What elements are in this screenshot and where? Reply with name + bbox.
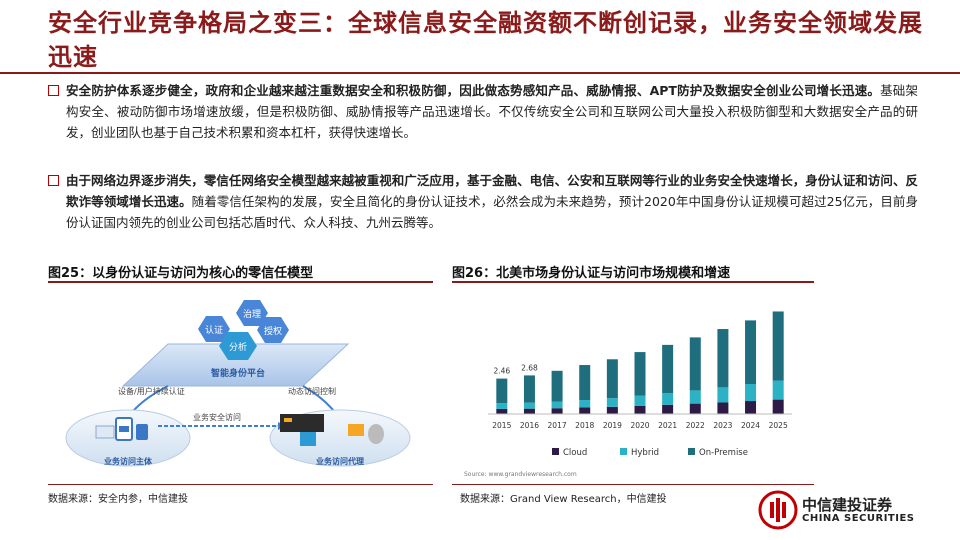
hex-authorize: 授权	[257, 317, 289, 343]
gateway-icon	[280, 414, 324, 432]
brand-name-cn: 中信建投证券	[802, 496, 893, 514]
subject-label: 业务访问主体	[104, 456, 153, 466]
x-tick-label: 2019	[603, 421, 622, 430]
bar-hybrid-2016	[523, 402, 535, 409]
legend-swatch-hybrid	[620, 448, 627, 455]
bar-on-premise-2017	[551, 370, 563, 402]
svg-text:治理: 治理	[243, 308, 261, 320]
zero-trust-diagram: 治理 认证 授权 分析 智能身份平台 设备/用户持续认证 动态访问控制 业务安全…	[65, 300, 411, 467]
bar-on-premise-2025	[772, 311, 784, 381]
data-label: 2.46	[493, 367, 510, 376]
figure-25-title: 图25：以身份认证与访问为核心的零信任模型	[48, 266, 314, 281]
phone-icon	[136, 424, 148, 440]
bullet-1-text: 基础架构安全、被动防御市场增速放缓，但是积极防御、威胁情报等产品迅速增长。不仅传…	[66, 83, 918, 140]
device-user-label: 设备/用户持续认证	[118, 386, 185, 396]
bullet-2-bold: 由于网络边界逐步消失，零信任网络安全模型越来越被重视和广泛应用，基于金融、电信、…	[66, 173, 918, 209]
x-tick-label: 2021	[658, 421, 677, 430]
hex-auth: 认证	[198, 316, 230, 342]
title-divider	[0, 72, 960, 74]
legend-label-cloud: Cloud	[563, 448, 587, 458]
figure-25-bottom-rule	[48, 484, 433, 485]
hex-analyze: 分析	[219, 332, 257, 360]
x-tick-label: 2025	[769, 421, 788, 430]
page-title: 安全行业竞争格局之变三：全球信息安全融资额不断创记录，业务安全领域发展迅速	[48, 9, 923, 71]
bar-on-premise-2023	[717, 329, 729, 388]
bar-hybrid-2023	[717, 387, 729, 403]
x-tick-label: 2023	[713, 421, 732, 430]
bar-cloud-2015	[496, 408, 508, 414]
figure-25-source: 数据来源：安全内参，中信建投	[48, 494, 188, 505]
bar-on-premise-2022	[689, 337, 701, 391]
market-size-chart: 2015 2.46 2016 2.68 2017 2018 2019 2020 2021 2022…	[464, 311, 792, 478]
bar-on-premise-2018	[579, 365, 591, 401]
bar-hybrid-2024	[745, 384, 757, 402]
x-tick-label: 2016	[520, 421, 539, 430]
figure-26-source: 数据来源：Grand View Research，中信建投	[460, 494, 667, 505]
bar-on-premise-2024	[745, 320, 757, 385]
bullet-square-icon	[48, 175, 59, 186]
bar-cloud-2017	[551, 408, 563, 414]
bar-hybrid-2017	[551, 401, 563, 409]
x-tick-label: 2015	[492, 421, 511, 430]
bar-hybrid-2021	[662, 393, 674, 405]
bar-on-premise-2021	[662, 344, 674, 394]
x-tick-label: 2024	[741, 421, 760, 430]
bar-cloud-2018	[579, 407, 591, 414]
bar-hybrid-2018	[579, 400, 591, 408]
x-tick-label: 2018	[575, 421, 594, 430]
bar-hybrid-2015	[496, 403, 508, 409]
platform-label: 智能身份平台	[211, 367, 265, 379]
bar-cloud-2024	[745, 401, 757, 414]
bar-on-premise-2020	[634, 352, 646, 396]
laptop-icon	[95, 425, 115, 439]
legend-swatch-cloud	[552, 448, 559, 455]
business-access-label: 业务安全访问	[193, 412, 241, 422]
figure-25-top-rule	[48, 281, 433, 283]
chart-footnote: Source: www.grandviewresearch.com	[464, 471, 577, 478]
proxy-label: 业务访问代理	[316, 456, 364, 466]
china-securities-logo-icon	[758, 490, 798, 530]
bar-cloud-2021	[662, 404, 674, 414]
bar-on-premise-2019	[606, 359, 618, 399]
bullet-1-bold: 安全防护体系逐步健全，政府和企业越来越注重数据安全和积极防御，因此做态势感知产品…	[66, 83, 881, 98]
figure-26-title: 图26：北美市场身份认证与访问市场规模和增速	[452, 266, 731, 281]
bullet-2-text: 随着零信任架构的发展，安全且简化的身份认证技术，必然会成为未来趋势，预计2020…	[66, 194, 918, 230]
bullet-1: 安全防护体系逐步健全，政府和企业越来越注重数据安全和积极防御，因此做态势感知产品…	[48, 80, 918, 143]
database-icon	[368, 424, 384, 444]
bar-cloud-2016	[523, 408, 535, 414]
bar-hybrid-2019	[606, 398, 618, 407]
legend-label-on-premise: On-Premise	[699, 448, 748, 458]
legend-swatch-on-premise	[688, 448, 695, 455]
mail-icon	[348, 424, 364, 436]
legend-label-hybrid: Hybrid	[631, 448, 659, 458]
svg-text:认证: 认证	[205, 324, 223, 336]
bar-cloud-2025	[772, 399, 784, 414]
bar-cloud-2022	[689, 403, 701, 414]
x-tick-label: 2017	[548, 421, 567, 430]
bullet-square-icon	[48, 85, 59, 96]
bar-on-premise-2016	[523, 375, 535, 403]
bullet-2: 由于网络边界逐步消失，零信任网络安全模型越来越被重视和广泛应用，基于金融、电信、…	[48, 170, 918, 233]
app-icon	[300, 432, 316, 446]
bar-cloud-2020	[634, 405, 646, 414]
svg-text:分析: 分析	[229, 341, 247, 353]
bar-hybrid-2022	[689, 390, 701, 404]
data-label: 2.68	[521, 363, 538, 372]
bar-hybrid-2020	[634, 395, 646, 406]
figure-26-bottom-rule	[452, 484, 814, 485]
dynamic-access-label: 动态访问控制	[288, 386, 336, 396]
bar-hybrid-2025	[772, 380, 784, 400]
bar-on-premise-2015	[496, 378, 508, 404]
x-tick-label: 2020	[630, 421, 649, 430]
bar-cloud-2023	[717, 402, 729, 414]
svg-text:授权: 授权	[264, 325, 282, 337]
figure-26-top-rule	[452, 281, 814, 283]
x-tick-label: 2022	[686, 421, 705, 430]
bar-cloud-2019	[606, 406, 618, 414]
brand-name-en: CHINA SECURITIES	[802, 513, 915, 524]
hex-govern: 治理	[236, 300, 268, 326]
